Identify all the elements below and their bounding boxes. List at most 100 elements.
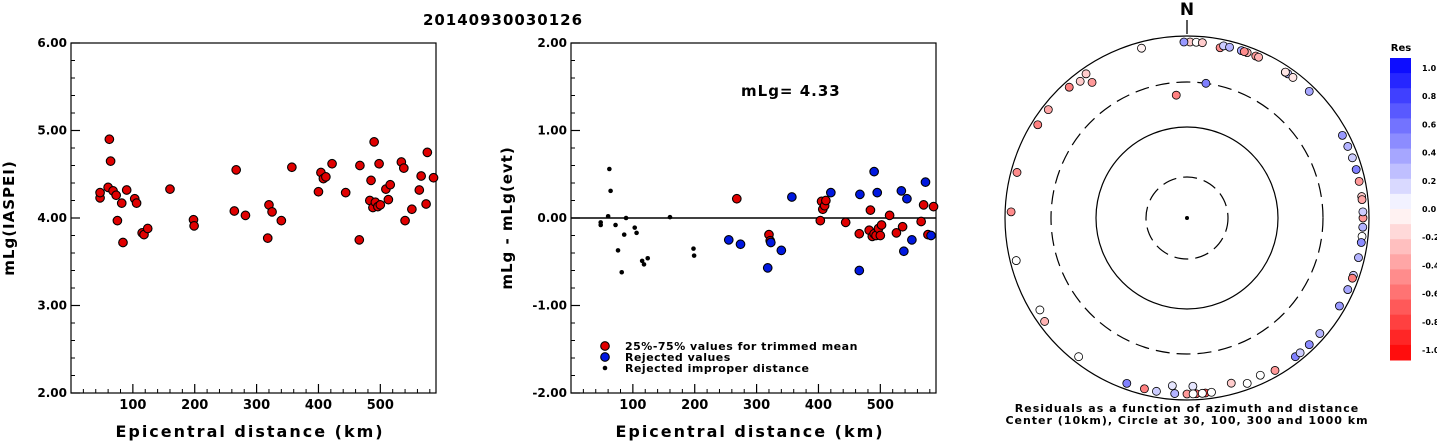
left-data-points [95, 134, 439, 248]
polar-data-point [1035, 305, 1045, 315]
polar-data-point [1179, 37, 1189, 47]
rejected-value-point [855, 189, 865, 200]
trimmed-mean-point [840, 217, 851, 228]
colorbar-cell [1390, 103, 1411, 119]
colorbar-cell [1390, 209, 1411, 225]
polar-data-point [1337, 130, 1347, 140]
left-data-point [398, 163, 409, 173]
improper-distance-point [598, 220, 603, 225]
polar-data-point [1033, 120, 1043, 130]
polar-data-point [1315, 329, 1325, 338]
polar-data-point [1343, 142, 1353, 151]
polar-caption-line2: Center (10km), Circle at 30, 100, 300 an… [1005, 414, 1368, 427]
improper-distance-point [621, 232, 627, 237]
right-y-tick-label: -2.00 [532, 386, 567, 400]
colorbar-cell [1390, 133, 1411, 150]
rejected-value-point [902, 193, 912, 204]
polar-data-point [1239, 47, 1249, 56]
right-x-ticks: 100 200 300 400 500 [582, 384, 931, 413]
left-data-point [142, 223, 153, 234]
rejected-value-point [723, 235, 734, 245]
polar-data-point [1011, 256, 1021, 265]
rejected-value-point [869, 166, 879, 177]
trimmed-mean-point [854, 228, 865, 239]
polar-data-point [1081, 69, 1091, 79]
polar-data-point [1358, 207, 1368, 217]
left-y-tick-label: 6.00 [37, 36, 67, 50]
left-data-point [374, 158, 384, 169]
rejected-value-point [920, 177, 931, 187]
north-label: N [1180, 0, 1194, 20]
improper-distance-point [667, 214, 673, 220]
left-data-point [366, 175, 376, 186]
rejected-value-point [776, 245, 787, 256]
left-x-tick-label: 300 [243, 398, 270, 413]
colorbar-cell [1390, 224, 1411, 240]
mlg-annotation: mLg= 4.33 [741, 82, 841, 100]
colorbar-cells [1390, 58, 1411, 361]
left-data-point [400, 215, 410, 226]
colorbar-cell [1390, 254, 1411, 270]
ring-1000km [1004, 35, 1370, 401]
legend-label: Rejected improper distance [625, 362, 809, 375]
polar-data-point [1304, 86, 1314, 96]
left-data-point [121, 185, 132, 195]
colorbar-tick-label: -0.6 [1422, 290, 1437, 299]
left-data-point [104, 134, 115, 145]
left-x-tick-label: 400 [305, 398, 332, 413]
left-data-point [95, 187, 105, 198]
right-x-tick-label: 200 [681, 398, 708, 413]
polar-data-point [1064, 82, 1074, 92]
left-data-point [375, 200, 386, 210]
left-data-point [416, 171, 427, 181]
right-x-tick-label: 400 [805, 398, 832, 413]
polar-data-points [1006, 37, 1368, 399]
trimmed-mean-point [928, 201, 939, 212]
trimmed-mean-point [891, 228, 902, 238]
left-data-point [131, 198, 142, 208]
colorbar-tick-label: -1.0 [1422, 346, 1437, 355]
colorbar-cell [1390, 58, 1411, 74]
colorbar-tick-label: -0.8 [1422, 318, 1437, 327]
polar-data-point [1040, 317, 1050, 326]
left-data-point [111, 190, 122, 201]
legend-marker [600, 352, 610, 362]
residual-colorbar: Res 1.0 0.8 0.6 0.4 0.2 0.0 -0.2 -0.4 -0.6 -0.8 -1… [1390, 43, 1437, 361]
polar-data-point [1122, 378, 1132, 388]
left-y-tick-label: 3.00 [37, 299, 67, 313]
trimmed-mean-point [875, 230, 886, 241]
left-y-ticks: 2.00 3.00 4.00 5.00 6.00 [37, 36, 80, 400]
legend-marker [602, 365, 608, 371]
left-data-point [340, 187, 351, 198]
legend-marker [600, 341, 610, 351]
left-data-point [231, 165, 242, 175]
rejected-value-point [872, 187, 883, 198]
improper-distance-point [607, 166, 612, 172]
polar-data-point [1357, 195, 1367, 205]
improper-distance-point [613, 222, 618, 228]
colorbar-cell [1390, 284, 1411, 301]
colorbar-cell [1390, 344, 1411, 361]
ring-300km [1050, 81, 1324, 355]
left-data-point [385, 179, 396, 190]
left-data-point [165, 184, 175, 194]
polar-data-point [1304, 340, 1314, 350]
left-data-point [422, 147, 433, 158]
left-y-tick-label: 4.00 [37, 211, 67, 225]
left-data-point [414, 185, 425, 195]
right-y-tick-label: 2.00 [537, 36, 567, 50]
trimmed-mean-point [876, 220, 887, 230]
left-data-point [276, 215, 287, 226]
improper-distance-point [634, 230, 639, 236]
left-data-point [287, 162, 297, 173]
polar-data-point [1197, 388, 1207, 398]
polar-data-point [1167, 381, 1177, 391]
polar-data-point [1207, 387, 1216, 397]
polar-data-point [1347, 273, 1357, 283]
left-data-point [421, 199, 431, 209]
legend-label: Rejected values [625, 351, 731, 364]
polar-data-point [1170, 389, 1180, 398]
improper-distance-point [691, 253, 697, 258]
improper-distance-point [619, 269, 625, 275]
colorbar-tick-label: 0.2 [1422, 177, 1436, 186]
